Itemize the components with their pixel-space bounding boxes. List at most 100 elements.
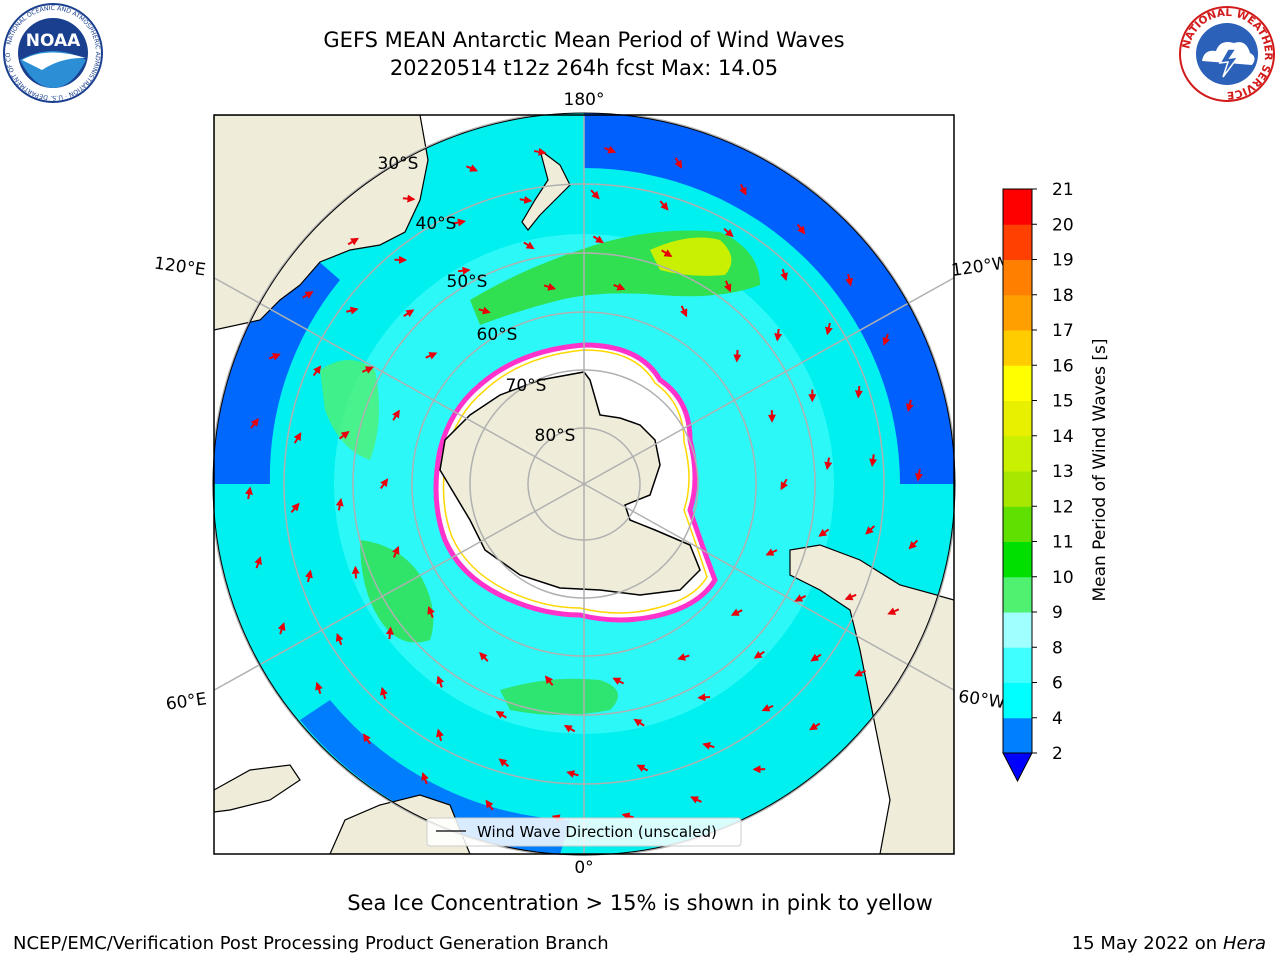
wind-wave-arrow bbox=[845, 273, 854, 287]
wind-wave-arrow bbox=[844, 592, 857, 601]
field-zone-yellowgreen bbox=[650, 237, 732, 276]
wind-wave-arrow bbox=[533, 147, 547, 156]
colorbar-tick-label: 2 bbox=[1052, 744, 1063, 764]
colorbar-tick-label: 19 bbox=[1052, 251, 1074, 271]
wind-wave-arrow bbox=[882, 333, 891, 346]
wind-wave-arrow bbox=[479, 652, 489, 662]
colorbar-segment bbox=[1003, 435, 1032, 472]
wind-wave-arrow bbox=[679, 305, 688, 318]
wind-wave-arrow bbox=[346, 306, 359, 315]
wind-wave-arrow bbox=[794, 594, 807, 602]
nws-logo: NATIONAL WEATHER SERVICE bbox=[1179, 6, 1275, 102]
colorbar-segment bbox=[1003, 682, 1032, 719]
sea-ice-caption: Sea Ice Concentration > 15% is shown in … bbox=[347, 891, 933, 915]
wind-wave-arrow bbox=[338, 431, 350, 440]
wind-wave-arrow bbox=[908, 539, 919, 550]
colorbar-tick-label: 12 bbox=[1052, 497, 1074, 517]
colorbar-segment bbox=[1003, 400, 1032, 437]
colorbar-tick-label: 14 bbox=[1052, 427, 1074, 447]
colorbar-tick-label: 4 bbox=[1052, 709, 1063, 729]
land-africa-madagascar bbox=[214, 764, 301, 813]
wind-wave-arrow bbox=[436, 728, 444, 742]
wind-wave-arrows bbox=[245, 145, 923, 823]
field-zone-blue-left bbox=[213, 245, 340, 484]
wind-wave-arrow bbox=[379, 478, 389, 490]
wind-wave-arrow bbox=[293, 432, 302, 444]
wind-wave-arrow bbox=[590, 189, 600, 200]
wind-wave-arrow bbox=[362, 733, 371, 745]
colorbar-tick-label: 17 bbox=[1052, 321, 1074, 341]
wind-wave-arrow bbox=[905, 399, 914, 412]
wind-wave-arrow bbox=[621, 812, 635, 821]
parallel-label-80s: 80°S bbox=[535, 426, 576, 446]
wind-wave-arrow bbox=[661, 249, 673, 257]
field-zone-green-bottom bbox=[500, 678, 618, 715]
wind-wave-arrow bbox=[723, 228, 734, 238]
chart-title-line1: GEFS MEAN Antarctic Mean Period of Wind … bbox=[323, 28, 845, 52]
wind-wave-arrow bbox=[887, 607, 900, 615]
footer-date-text: 15 May 2022 on bbox=[1071, 933, 1218, 954]
wind-wave-arrow bbox=[457, 266, 471, 275]
colorbar-extend-min bbox=[1002, 752, 1033, 783]
chart-title-line2: 20220514 t12z 264h fcst Max: 14.05 bbox=[389, 56, 779, 80]
wind-wave-arrow bbox=[392, 545, 400, 558]
colorbar-segment bbox=[1003, 365, 1032, 401]
colorbar-tick-label: 16 bbox=[1052, 356, 1074, 376]
footer-credit: NCEP/EMC/Verification Post Processing Pr… bbox=[13, 933, 609, 954]
field-zone-green-left bbox=[360, 540, 434, 643]
colorbar-tick-label: 18 bbox=[1052, 286, 1074, 306]
wind-wave-arrow bbox=[335, 633, 344, 646]
wind-wave-arrow bbox=[865, 525, 876, 535]
wind-wave-arrow bbox=[245, 486, 253, 500]
wind-wave-arrow bbox=[730, 608, 743, 616]
meridian-label-120e: 120°E bbox=[153, 253, 207, 280]
wind-wave-arrow bbox=[854, 385, 863, 399]
wind-wave-arrow bbox=[519, 195, 533, 204]
legend-box bbox=[426, 817, 742, 847]
wind-wave-arrow bbox=[854, 669, 866, 677]
wind-wave-arrow bbox=[677, 653, 690, 661]
colorbar-segment bbox=[1003, 330, 1032, 366]
parallel-label-50s: 50°S bbox=[447, 272, 488, 292]
colorbar-segment bbox=[1003, 189, 1032, 225]
wind-wave-arrow bbox=[633, 718, 645, 727]
wind-wave-arrow bbox=[302, 291, 314, 299]
colorbar-tick-label: 21 bbox=[1052, 180, 1074, 200]
wind-wave-arrow bbox=[566, 770, 579, 778]
wind-wave-arrow bbox=[402, 194, 416, 203]
wind-wave-arrow bbox=[523, 241, 535, 250]
footer-machine: Hera bbox=[1222, 933, 1266, 954]
wind-wave-arrow bbox=[697, 693, 711, 702]
wind-wave-arrow bbox=[453, 218, 466, 227]
meridian-label-180: 180° bbox=[564, 90, 605, 110]
wind-wave-arrow bbox=[810, 653, 822, 662]
meridian-60w bbox=[583, 483, 954, 692]
meridian-120w bbox=[583, 276, 954, 485]
wind-wave-arrow bbox=[824, 457, 833, 471]
wind-wave-arrow bbox=[466, 164, 479, 172]
wind-wave-arrow bbox=[315, 681, 323, 695]
wind-wave-arrow bbox=[268, 353, 281, 361]
meridian-60e bbox=[214, 483, 585, 692]
parallel-label-30s: 30°S bbox=[378, 154, 419, 174]
colorbar-segment bbox=[1003, 259, 1032, 296]
parallel-label-60s: 60°S bbox=[477, 325, 518, 345]
wind-wave-arrow bbox=[305, 569, 313, 583]
meridian-label-60e: 60°E bbox=[165, 689, 208, 714]
colorbar-segment bbox=[1003, 612, 1032, 648]
noaa-logo-text: NOAA bbox=[26, 31, 81, 51]
wind-wave-arrow bbox=[335, 497, 344, 511]
colorbar-tick-label: 15 bbox=[1052, 392, 1074, 412]
map-frame-border bbox=[213, 114, 955, 855]
wind-wave-arrow bbox=[495, 711, 507, 719]
colorbar-tick-label: 13 bbox=[1052, 462, 1074, 482]
colorbar-tick-label: 11 bbox=[1052, 533, 1074, 553]
wind-wave-arrow bbox=[796, 223, 806, 235]
wind-wave-arrow bbox=[544, 675, 554, 686]
wind-wave-arrow bbox=[250, 418, 259, 429]
wind-wave-arrow bbox=[385, 626, 394, 640]
wind-wave-arrow bbox=[780, 478, 788, 491]
map-legend: Wind Wave Direction (unscaled) bbox=[426, 817, 742, 847]
colorbar-label: Mean Period of Wind Waves [s] bbox=[1090, 338, 1110, 601]
